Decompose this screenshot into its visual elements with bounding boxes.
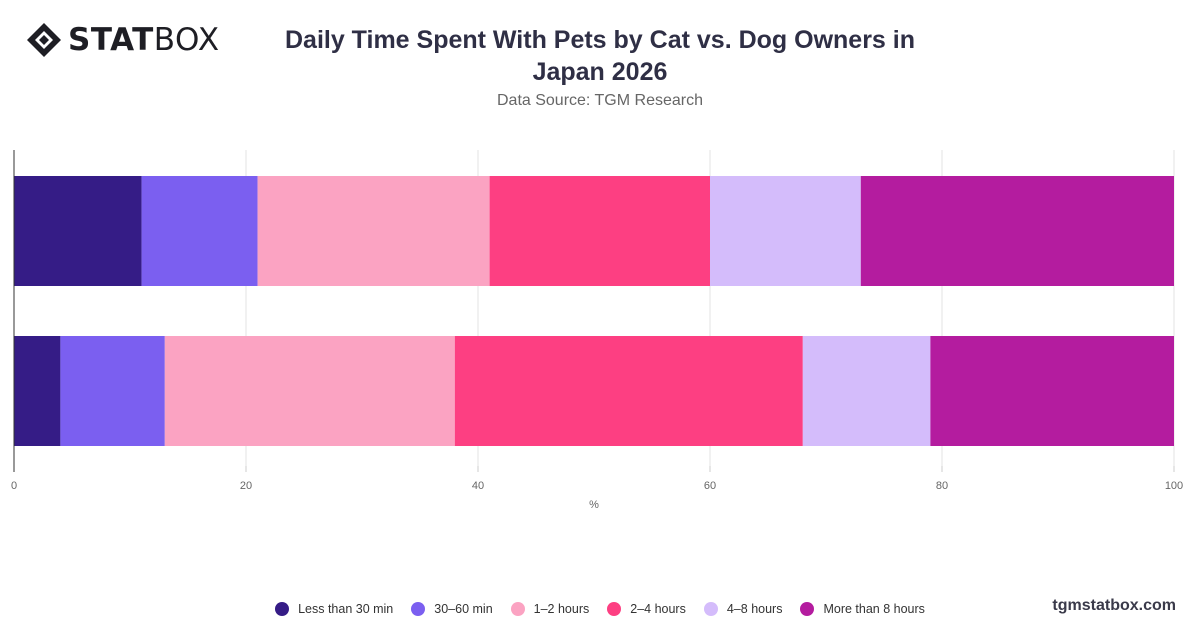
bar-segment[interactable] bbox=[454, 336, 803, 446]
brand-wordmark-bold: STAT bbox=[68, 22, 154, 58]
bar-segment[interactable] bbox=[489, 176, 710, 286]
footer-site-name: tgmstatbox.com bbox=[1052, 597, 1176, 614]
x-tick-label: 100 bbox=[1165, 480, 1183, 492]
chart-legend: Less than 30 min 30–60 min 1–2 hours 2–4 ho… bbox=[0, 602, 1200, 616]
legend-item[interactable]: More than 8 hours bbox=[800, 602, 925, 616]
bar-segment[interactable] bbox=[141, 176, 258, 286]
brand-wordmark: STATBOX bbox=[68, 22, 220, 58]
bar-segment[interactable] bbox=[257, 176, 490, 286]
bar-segment[interactable] bbox=[60, 336, 165, 446]
chart-subtitle: Data Source: TGM Research bbox=[496, 92, 703, 109]
brand-wordmark-light: BOX bbox=[153, 22, 220, 58]
legend-item[interactable]: Less than 30 min bbox=[275, 602, 393, 616]
legend-label: 4–8 hours bbox=[726, 602, 783, 616]
bar-segment[interactable] bbox=[860, 176, 1174, 286]
legend-item[interactable]: 30–60 min bbox=[411, 602, 493, 616]
legend-item[interactable]: 1–2 hours bbox=[510, 602, 590, 616]
chart-title: Daily Time Spent With Pets by Cat vs. Do… bbox=[284, 26, 915, 86]
x-tick-label: 60 bbox=[704, 480, 716, 492]
bar-series-group bbox=[14, 176, 1174, 446]
diamond-logo-icon bbox=[27, 23, 61, 57]
x-axis: 0 20 40 60 80 100 bbox=[11, 150, 1183, 492]
legend-swatch-icon bbox=[411, 602, 426, 616]
legend-swatch-icon bbox=[510, 602, 525, 616]
x-tick-label: 40 bbox=[472, 480, 484, 492]
brand-logo: STATBOX bbox=[26, 22, 220, 58]
legend-label: More than 8 hours bbox=[823, 602, 925, 616]
bar-segment[interactable] bbox=[14, 176, 142, 286]
x-tick-label: 80 bbox=[936, 480, 948, 492]
bar-segment[interactable] bbox=[802, 336, 931, 446]
bar-segment[interactable] bbox=[930, 336, 1174, 446]
legend-item[interactable]: 2–4 hours bbox=[607, 602, 686, 616]
legend-swatch-icon bbox=[607, 602, 622, 616]
legend-label: 1–2 hours bbox=[533, 602, 590, 616]
x-tick-label: 20 bbox=[240, 480, 252, 492]
bar-segment[interactable] bbox=[164, 336, 455, 446]
legend-label: Less than 30 min bbox=[298, 602, 394, 616]
legend-swatch-icon bbox=[275, 602, 290, 616]
x-tick-label: 0 bbox=[11, 480, 17, 492]
bar-segment[interactable] bbox=[14, 336, 61, 446]
stacked-bar-chart: 0 20 40 60 80 100 % bbox=[11, 150, 1183, 511]
legend-swatch-icon bbox=[703, 602, 718, 616]
legend-label: 30–60 min bbox=[434, 602, 493, 616]
legend-item[interactable]: 4–8 hours bbox=[703, 602, 783, 616]
legend-swatch-icon bbox=[800, 602, 815, 616]
bar-segment[interactable] bbox=[710, 176, 861, 286]
x-axis-label: % bbox=[589, 499, 599, 511]
legend-label: 2–4 hours bbox=[630, 602, 686, 616]
